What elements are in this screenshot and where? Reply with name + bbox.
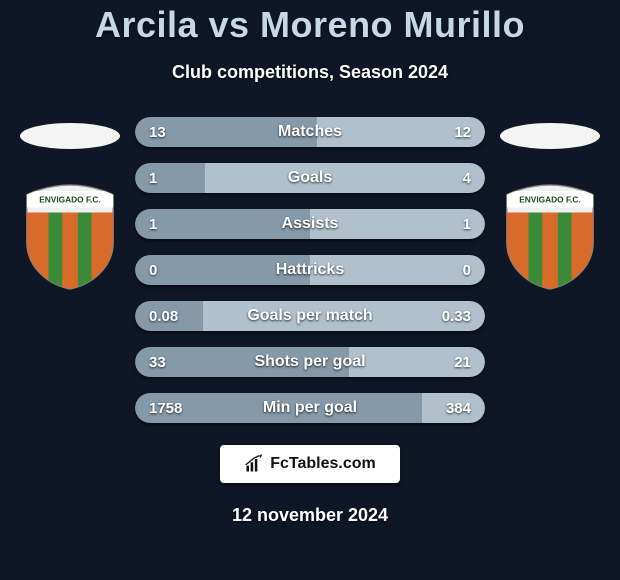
page-title: Arcila vs Moreno Murillo — [95, 4, 525, 46]
svg-text:ENVIGADO F.C.: ENVIGADO F.C. — [39, 195, 101, 205]
footer-brand-text: FcTables.com — [270, 455, 376, 473]
stat-label: Assists — [135, 209, 485, 239]
left-team-crest: ENVIGADO F.C. — [21, 183, 119, 291]
stat-bar-row: 3321Shots per goal — [135, 347, 485, 377]
stat-bar-row: 00Hattricks — [135, 255, 485, 285]
left-player-oval — [20, 123, 120, 149]
stat-label: Matches — [135, 117, 485, 147]
right-player-oval — [500, 123, 600, 149]
left-player-col: ENVIGADO F.C. — [15, 117, 125, 291]
stat-bar-row: 11Assists — [135, 209, 485, 239]
stat-bar-row: 1758384Min per goal — [135, 393, 485, 423]
right-player-col: ENVIGADO F.C. — [495, 117, 605, 291]
stat-label: Shots per goal — [135, 347, 485, 377]
stat-label: Hattricks — [135, 255, 485, 285]
stat-bar-row: 0.080.33Goals per match — [135, 301, 485, 331]
comparison-infographic: Arcila vs Moreno Murillo Club competitio… — [0, 0, 620, 580]
subtitle: Club competitions, Season 2024 — [172, 62, 448, 83]
right-team-crest: ENVIGADO F.C. — [501, 183, 599, 291]
date-text: 12 november 2024 — [232, 505, 388, 526]
main-row: ENVIGADO F.C. 1312Matches 14Goals 11Assist… — [0, 117, 620, 423]
stat-bar-row: 14Goals — [135, 163, 485, 193]
stat-bars: 1312Matches 14Goals 11Assists 00Hattricks 0.… — [135, 117, 485, 423]
footer-brand-badge: FcTables.com — [220, 445, 400, 483]
stat-bar-row: 1312Matches — [135, 117, 485, 147]
stat-label: Goals per match — [135, 301, 485, 331]
fctables-logo-icon — [244, 454, 264, 474]
stat-label: Min per goal — [135, 393, 485, 423]
stat-label: Goals — [135, 163, 485, 193]
svg-text:ENVIGADO F.C.: ENVIGADO F.C. — [519, 195, 581, 205]
